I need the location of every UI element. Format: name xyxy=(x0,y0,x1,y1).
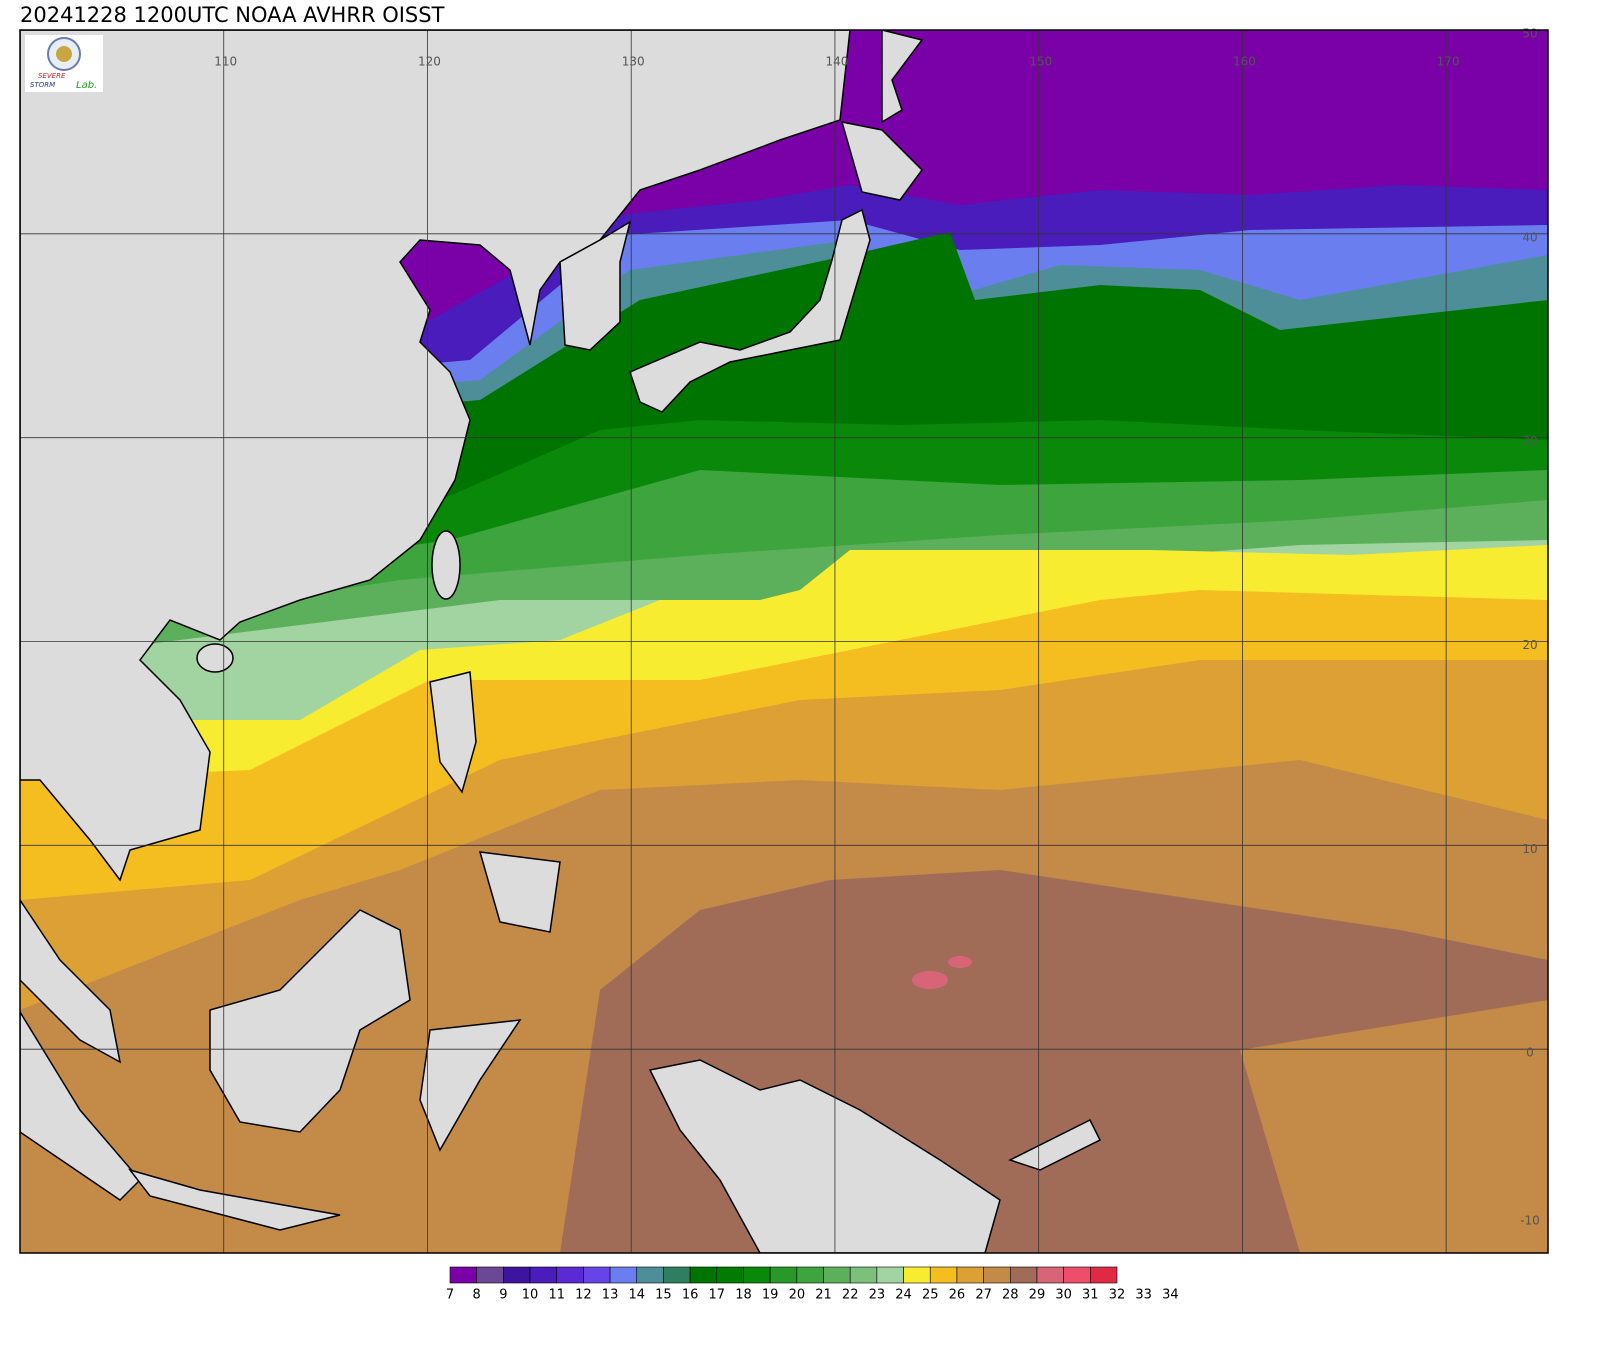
colorbar-label: 13 xyxy=(602,1288,619,1303)
colorbar-swatch xyxy=(1009,1266,1038,1284)
colorbar-label: 34 xyxy=(1162,1288,1179,1303)
colorbar-label: 16 xyxy=(682,1288,699,1303)
colorbar-swatch xyxy=(983,1266,1011,1284)
colorbar-label: 22 xyxy=(842,1288,859,1303)
land xyxy=(429,671,477,794)
land xyxy=(20,30,851,882)
colorbar-swatch xyxy=(1063,1266,1091,1284)
logo-emblem-inner xyxy=(56,46,72,62)
colorbar-label: 24 xyxy=(895,1288,912,1303)
lon-label: 140 xyxy=(825,55,848,69)
land xyxy=(629,208,871,413)
land xyxy=(20,1010,142,1201)
colorbar-swatch xyxy=(636,1266,664,1284)
colorbar-label: 8 xyxy=(473,1288,481,1303)
lon-label: 120 xyxy=(418,55,441,69)
lat-label: 10 xyxy=(1522,842,1537,856)
colorbar-label: 31 xyxy=(1082,1288,1099,1303)
colorbar-label: 27 xyxy=(975,1288,992,1303)
colorbar-label: 9 xyxy=(499,1288,507,1303)
colorbar-label: 15 xyxy=(655,1288,672,1303)
colorbar-label: 23 xyxy=(869,1288,886,1303)
colorbar-swatch xyxy=(956,1266,984,1284)
land xyxy=(431,530,461,600)
colorbar-label: 11 xyxy=(548,1288,565,1303)
sst-patch xyxy=(948,956,972,968)
lat-label: 40 xyxy=(1522,230,1537,244)
colorbar-swatch xyxy=(769,1266,798,1284)
colorbar-swatch xyxy=(903,1266,931,1284)
lat-label: 50 xyxy=(1522,27,1537,41)
land xyxy=(648,1059,1001,1253)
lat-label: 30 xyxy=(1522,434,1537,448)
map-layers: 110 120 130 140 150 160 170 50 40 30 20 10 0 -10 SEVER… xyxy=(19,27,1549,1303)
colorbar-swatch xyxy=(876,1266,904,1284)
land xyxy=(419,1019,522,1152)
colorbar-swatch xyxy=(796,1266,824,1284)
lat-label: 20 xyxy=(1522,638,1537,652)
colorbar-label: 10 xyxy=(522,1288,539,1303)
colorbar-swatch xyxy=(476,1266,504,1284)
colorbar-label: 19 xyxy=(762,1288,779,1303)
logo-text: SEVERE xyxy=(38,72,66,80)
land xyxy=(128,1168,341,1231)
colorbar-label: 14 xyxy=(628,1288,645,1303)
land xyxy=(840,121,923,201)
logo-text: STORM xyxy=(30,81,55,89)
colorbar-label: 20 xyxy=(789,1288,806,1303)
lat-label: 0 xyxy=(1526,1046,1534,1060)
colorbar-label: 32 xyxy=(1109,1288,1126,1303)
lon-label: 150 xyxy=(1029,55,1052,69)
lat-label: -10 xyxy=(1520,1214,1540,1228)
colorbar-swatch xyxy=(449,1266,477,1284)
colorbar-swatch xyxy=(609,1266,638,1284)
land xyxy=(209,909,411,1133)
land xyxy=(559,220,632,351)
land xyxy=(881,30,924,124)
colorbar-label: 25 xyxy=(922,1288,939,1303)
sst-band xyxy=(1240,1000,1548,1253)
colorbar-swatch xyxy=(716,1266,744,1284)
colorbar-label: 18 xyxy=(735,1288,752,1303)
lon-label: 170 xyxy=(1437,55,1460,69)
colorbar-swatch xyxy=(689,1266,718,1284)
colorbar-swatch xyxy=(529,1266,558,1284)
colorbar-label: 28 xyxy=(1002,1288,1019,1303)
colorbar-swatch xyxy=(849,1266,878,1284)
map-body xyxy=(20,30,1548,1253)
colorbar-swatch xyxy=(929,1266,958,1284)
map-frame xyxy=(19,29,1549,1254)
land xyxy=(1008,1118,1102,1171)
colorbar-swatch xyxy=(503,1266,531,1284)
colorbar-label: 29 xyxy=(1029,1288,1046,1303)
colorbar-swatch xyxy=(743,1266,771,1284)
land xyxy=(196,643,234,673)
colorbar-label: 30 xyxy=(1055,1288,1072,1303)
colorbar-label: 26 xyxy=(949,1288,966,1303)
colorbar-swatch xyxy=(823,1266,851,1284)
colorbar-label: 7 xyxy=(446,1288,454,1303)
colorbar-label: 33 xyxy=(1135,1288,1152,1303)
colorbar-swatch xyxy=(663,1266,691,1284)
colorbar-label: 21 xyxy=(815,1288,832,1303)
colorbar-label: 12 xyxy=(575,1288,592,1303)
lon-label: 110 xyxy=(214,55,237,69)
land xyxy=(20,898,122,1064)
colorbar-swatch xyxy=(1090,1266,1118,1284)
colorbar-label: 17 xyxy=(709,1288,726,1303)
colorbar-swatch xyxy=(583,1266,611,1284)
sst-patch xyxy=(912,971,948,989)
logo-text: Lab. xyxy=(76,80,97,91)
lon-label: 130 xyxy=(622,55,645,69)
colorbar-swatch xyxy=(556,1266,584,1284)
land xyxy=(478,851,561,933)
title: 20241228 1200UTC NOAA AVHRR OISST xyxy=(20,3,445,27)
lon-label: 160 xyxy=(1233,55,1256,69)
colorbar-swatch xyxy=(1036,1266,1064,1284)
